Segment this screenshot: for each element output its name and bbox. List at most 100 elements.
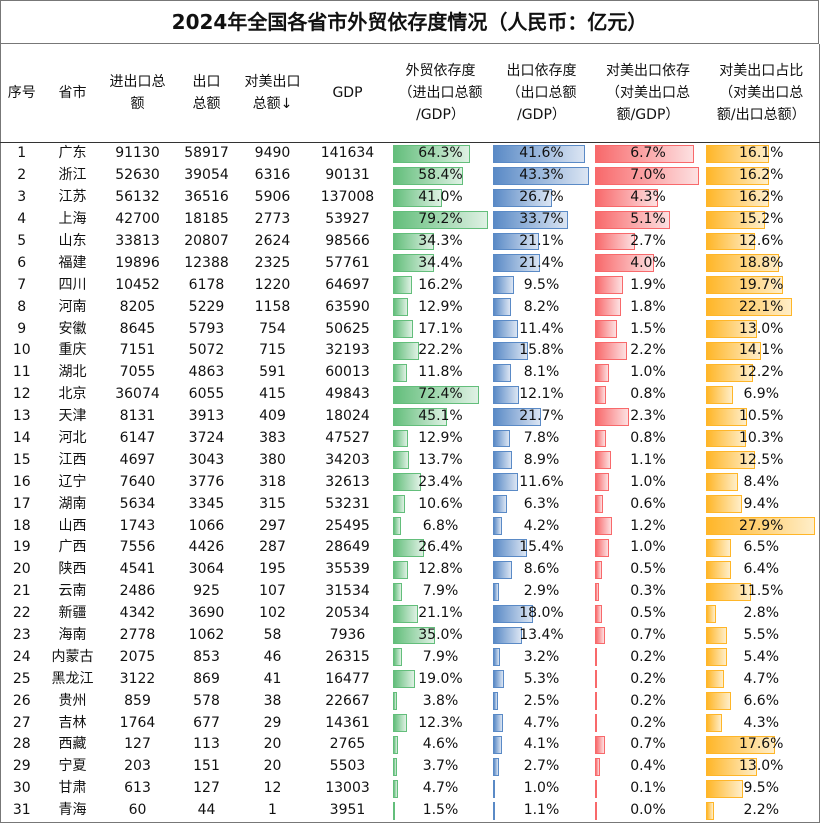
data-bar-value: 5.4%	[743, 648, 780, 665]
data-bar-value: 10.5%	[739, 408, 784, 425]
data-bar-value: 9.5%	[523, 276, 560, 293]
data-bar-value: 17.1%	[418, 320, 463, 337]
us-share-cell: 18.8%	[704, 252, 820, 274]
data-bar-value: 0.6%	[630, 495, 666, 512]
gdp-cell: 57761	[325, 254, 370, 271]
table-row: 5 山东 33813 20807 2624 98566 34.3% 21.1% 2.7% 12.6…	[1, 231, 820, 253]
data-bar-value: 2.8%	[743, 605, 780, 622]
data-bar	[392, 604, 418, 623]
data-bar	[392, 145, 470, 163]
data-bar	[705, 626, 728, 645]
export-dependency-cell: 43.3%	[491, 165, 593, 187]
us-share-cell: 17.6%	[704, 734, 820, 756]
data-bar	[492, 451, 513, 470]
header-us-export[interactable]: 对美出口 总额↓	[240, 44, 305, 143]
us-export-total-cell: 591	[259, 364, 286, 381]
data-bar-value: 1.0%	[630, 539, 666, 556]
data-bar-value: 2.2%	[630, 342, 666, 359]
province-cell: 辽宁	[58, 473, 87, 490]
trade-total-cell: 42700	[115, 211, 160, 228]
export-dependency-cell: 33.7%	[491, 209, 593, 231]
data-bar	[392, 407, 447, 426]
us-share-cell: 8.4%	[704, 471, 820, 493]
data-bar	[392, 298, 408, 317]
data-bar-value: 12.5%	[739, 451, 784, 468]
gdp-cell: 64697	[325, 276, 370, 293]
data-bar	[705, 210, 766, 229]
sort-descending-icon[interactable]: ↓	[280, 96, 293, 112]
data-bar-value: 9.4%	[743, 495, 780, 512]
us-dependency-cell: 0.8%	[593, 384, 704, 406]
header-trade: 进出口总 额	[102, 44, 173, 143]
us-dependency-cell: 6.7%	[593, 143, 704, 165]
data-bar	[392, 232, 434, 251]
rank-cell: 7	[17, 276, 27, 293]
data-bar-value: 33.7%	[519, 211, 564, 228]
data-bar-value: 6.4%	[743, 561, 780, 578]
trade-total-cell: 1743	[119, 517, 156, 534]
data-bar	[705, 429, 746, 448]
data-bar-value: 12.6%	[739, 233, 784, 249]
data-bar	[594, 714, 598, 733]
rank-cell: 14	[12, 430, 31, 447]
data-bar	[594, 298, 622, 317]
rank-cell: 10	[12, 342, 31, 359]
header-trade-dep-line2: （进出口总额	[398, 85, 483, 101]
province-cell: 浙江	[58, 167, 87, 184]
data-bar-value: 0.8%	[630, 430, 666, 447]
export-dependency-cell: 8.9%	[491, 449, 593, 471]
export-total-cell: 5793	[188, 320, 225, 337]
export-dependency-cell: 4.1%	[491, 734, 593, 756]
data-bar-value: 2.7%	[523, 758, 560, 775]
data-bar	[492, 385, 520, 404]
data-bar	[392, 692, 398, 711]
province-cell: 河北	[58, 430, 87, 447]
trade-dependency-cell: 34.3%	[391, 231, 491, 253]
table-row: 19 广西 7556 4426 287 28649 26.4% 15.4% 1.0% 6.5%	[1, 537, 820, 559]
rank-cell: 9	[17, 320, 27, 337]
export-dependency-cell: 4.2%	[491, 515, 593, 537]
rank-cell: 19	[12, 539, 31, 556]
data-bar	[594, 517, 613, 536]
data-bar-value: 58.4%	[418, 167, 463, 184]
data-bar-value: 8.1%	[523, 364, 560, 381]
us-share-cell: 16.2%	[704, 187, 820, 209]
rank-cell: 26	[12, 692, 31, 709]
trade-total-cell: 613	[124, 780, 151, 797]
data-bar	[492, 342, 528, 360]
us-share-cell: 12.6%	[704, 231, 820, 253]
trade-total-cell: 8645	[119, 320, 156, 337]
header-export-dependency: 出口依存度 （出口总额 /GDP）	[490, 44, 593, 143]
data-bar-value: 16.2%	[739, 189, 784, 206]
data-bar	[594, 626, 605, 645]
data-bar-value: 12.8%	[418, 561, 463, 578]
us-dependency-cell: 2.3%	[593, 406, 704, 428]
us-export-total-cell: 1158	[254, 298, 291, 315]
data-bar-value: 0.0%	[630, 802, 666, 819]
us-share-cell: 4.3%	[704, 712, 820, 734]
data-bar-value: 0.4%	[630, 758, 666, 775]
us-dependency-cell: 1.2%	[593, 515, 704, 537]
us-export-total-cell: 9490	[254, 145, 291, 162]
trade-total-cell: 19896	[115, 254, 160, 271]
data-bar	[392, 473, 421, 492]
data-bar	[705, 342, 761, 360]
us-export-total-cell: 20	[263, 736, 282, 753]
data-bar	[392, 757, 397, 776]
data-bar	[594, 560, 602, 579]
export-dependency-cell: 41.6%	[491, 143, 593, 165]
data-bar	[492, 320, 518, 339]
data-bar-value: 12.3%	[418, 714, 463, 731]
data-bar	[492, 626, 523, 645]
table-row: 10 重庆 7151 5072 715 32193 22.2% 15.8% 2.2% 14.1%	[1, 340, 820, 362]
trade-total-cell: 6147	[119, 430, 156, 447]
data-bar	[705, 692, 732, 711]
data-bar-value: 0.2%	[630, 648, 666, 665]
data-bar	[705, 473, 739, 492]
table-row: 12 北京 36074 6055 415 49843 72.4% 12.1% 0.8% 6.9%	[1, 384, 820, 406]
data-bar	[705, 517, 816, 536]
table-row: 16 辽宁 7640 3776 318 32613 23.4% 11.6% 1.0% 8.4%	[1, 471, 820, 493]
data-bar-value: 7.8%	[523, 430, 560, 447]
rank-cell: 31	[0, 799, 43, 823]
header-us-export-line2-wrap: 总额↓	[241, 93, 305, 115]
